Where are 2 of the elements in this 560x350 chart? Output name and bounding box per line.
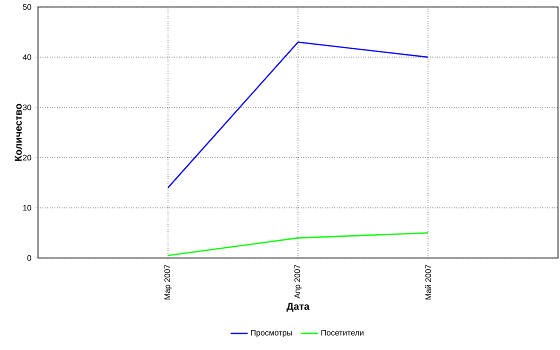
x-axis-title: Дата [286,302,310,312]
y-axis-title: Количество [14,104,22,161]
